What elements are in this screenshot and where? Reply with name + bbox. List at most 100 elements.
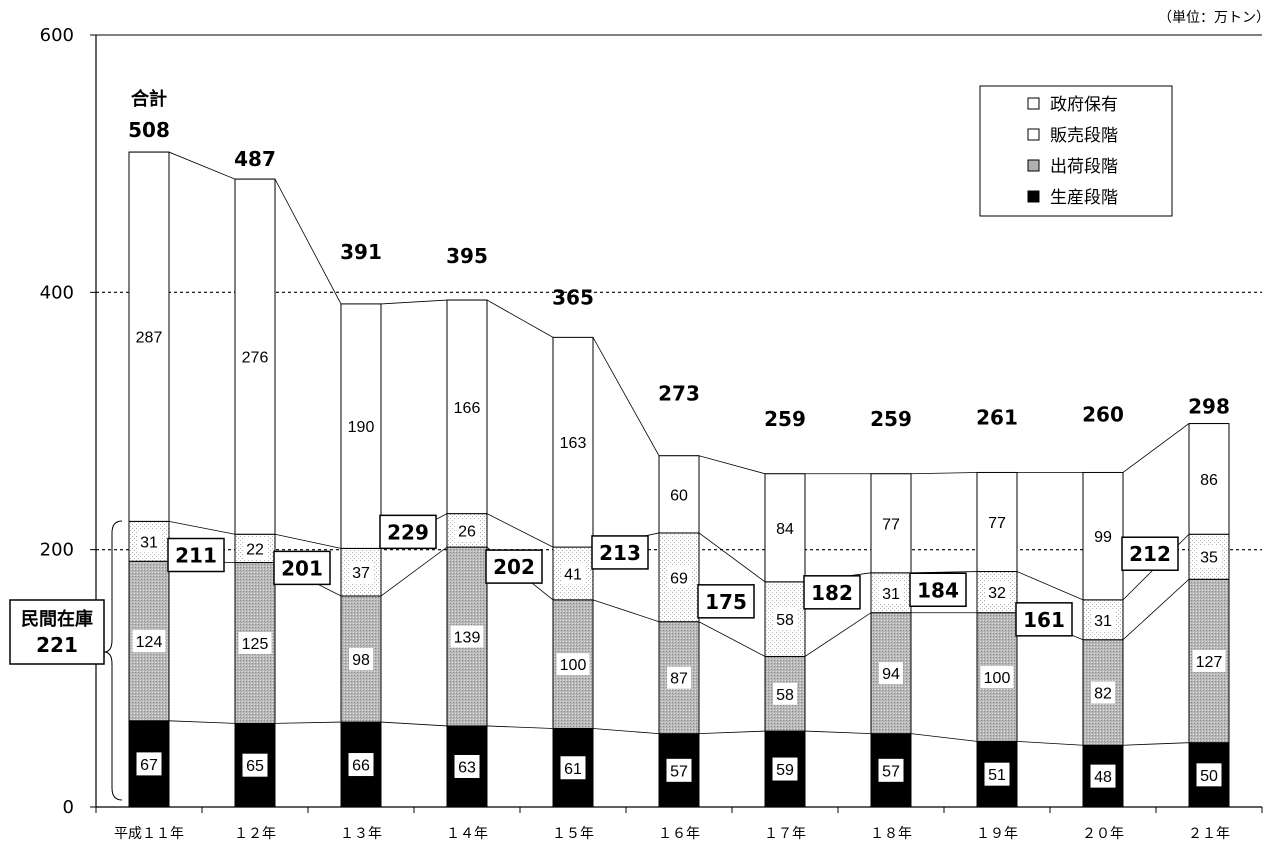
x-tick-label-7: １８年	[870, 826, 912, 842]
segment-label-bg-production-7	[878, 758, 904, 782]
segment-label-sales-0: 31	[140, 534, 158, 551]
segment-label-bg-shipping-7	[879, 662, 903, 685]
total-label-8: 261	[976, 405, 1018, 429]
private-inventory-label-4: 202	[493, 555, 535, 579]
unit-label: （単位：万トン）	[1158, 10, 1270, 26]
private-inventory-box-2	[273, 550, 331, 586]
total-label-7: 259	[870, 407, 912, 431]
private-inventory-label-9: 161	[1023, 608, 1065, 632]
y-tick-label-600: 600	[40, 25, 74, 46]
private-inventory-box-8	[909, 572, 967, 608]
segment-label-bg-production-4	[560, 756, 586, 780]
segment-label-bg-sales-3	[455, 519, 479, 542]
segment-label-bg-shipping-5	[667, 666, 691, 689]
total-caption: 合計	[131, 88, 167, 110]
private-inventory-label-1: 211	[175, 544, 217, 568]
segment-label-production-4: 61	[564, 761, 582, 778]
segment-label-bg-government-5	[667, 483, 691, 506]
legend-box	[979, 85, 1173, 217]
segment-label-bg-government-10	[1197, 467, 1221, 490]
segment-label-bg-production-3	[454, 754, 480, 778]
segment-label-government-9: 99	[1094, 529, 1112, 546]
segment-label-sales-5: 69	[670, 570, 688, 587]
private-inventory-box-3	[379, 514, 437, 550]
segment-label-sales-8: 32	[988, 585, 1006, 602]
segment-label-production-0: 67	[140, 757, 158, 774]
segment-label-production-7: 57	[882, 763, 900, 780]
segment-label-sales-9: 31	[1094, 613, 1112, 630]
segment-label-bg-government-0	[132, 325, 166, 348]
x-tick-label-1: １２年	[234, 826, 276, 842]
segment-label-sales-7: 31	[882, 586, 900, 603]
y-tick-label-0: 0	[63, 797, 74, 818]
segment-label-bg-sales-0	[137, 530, 161, 553]
bars	[128, 151, 1230, 808]
segment-label-production-2: 66	[352, 758, 370, 775]
total-label-6: 259	[764, 407, 806, 431]
segment-label-shipping-8: 100	[984, 670, 1011, 687]
private-inventory-label-5: 213	[599, 541, 641, 565]
legend-label-government: 政府保有	[1050, 95, 1118, 115]
private-inventory-label-7: 182	[811, 581, 853, 605]
total-label-9: 260	[1082, 402, 1124, 426]
segment-label-bg-government-2	[344, 415, 378, 438]
total-label-0: 508	[128, 118, 170, 142]
segment-label-government-5: 60	[670, 487, 688, 504]
x-tick-label-3: １４年	[446, 826, 488, 842]
segment-label-shipping-6: 58	[776, 687, 794, 704]
x-tick-label-10: ２１年	[1188, 826, 1230, 842]
private-inventory-box-5	[591, 535, 649, 570]
segment-label-bg-production-10	[1196, 763, 1222, 787]
segment-label-bg-government-1	[238, 345, 272, 368]
x-tick-label-2: １３年	[340, 826, 382, 842]
segment-label-bg-shipping-2	[349, 648, 373, 671]
segment-label-shipping-1: 125	[242, 636, 269, 653]
private-inventory-callout: 民間在庫 221	[9, 520, 123, 801]
total-label-2: 391	[340, 240, 382, 264]
segment-label-production-8: 51	[988, 767, 1006, 784]
segment-label-sales-3: 26	[458, 523, 476, 540]
segment-label-bg-production-1	[242, 753, 268, 777]
total-label-4: 365	[552, 285, 594, 309]
segment-label-bg-government-6	[773, 516, 797, 539]
private-inventory-box-1	[167, 537, 225, 573]
segment-label-bg-shipping-6	[773, 682, 797, 705]
segment-label-bg-government-4	[556, 431, 590, 454]
private-inventory-box	[9, 599, 105, 665]
legend-swatch-shipping	[1027, 159, 1040, 172]
segment-label-shipping-9: 82	[1094, 685, 1112, 702]
x-axis: 平成１１年 １２年 １３年 １４年 １５年 １６年 １７年 １８年 １９年 ２０年 ２１年	[95, 806, 1263, 842]
y-tick-label-200: 200	[40, 540, 74, 561]
y-axis: 0 200 400 600	[40, 25, 97, 818]
segment-label-government-4: 163	[560, 435, 587, 452]
legend-label-sales: 販売段階	[1050, 126, 1118, 146]
total-label-3: 395	[446, 244, 488, 268]
segment-label-sales-4: 41	[564, 566, 582, 583]
segment-label-bg-sales-7	[879, 581, 903, 604]
x-tick-label-9: ２０年	[1082, 826, 1124, 842]
private-inventory-box-6	[697, 584, 755, 619]
legend-swatch-government	[1027, 97, 1040, 110]
segment-label-sales-1: 22	[246, 541, 264, 558]
private-inventory-label-3: 229	[387, 520, 429, 544]
total-labels: 508 487 391 395 365 273 259 259 261 260 298	[128, 118, 1230, 431]
total-label-1: 487	[234, 147, 276, 171]
segment-label-bg-shipping-4	[556, 653, 590, 676]
x-tick-label-0: 平成１１年	[114, 826, 184, 842]
segment-label-bg-production-5	[666, 758, 692, 782]
segment-label-government-2: 190	[348, 419, 375, 436]
segment-label-bg-shipping-9	[1091, 681, 1115, 704]
segment-label-bg-sales-1	[243, 537, 267, 560]
segment-label-bg-shipping-10	[1192, 649, 1226, 672]
segment-label-shipping-3: 139	[454, 630, 481, 647]
segment-label-bg-production-2	[348, 753, 374, 777]
private-inventory-label-6: 175	[705, 590, 747, 614]
segment-label-bg-production-0	[136, 752, 162, 776]
legend-label-shipping: 出荷段階	[1050, 157, 1118, 177]
segment-label-bg-production-8	[984, 762, 1010, 786]
private-inventory-box-10	[1121, 536, 1179, 571]
segment-label-production-9: 48	[1094, 769, 1112, 786]
private-inventory-value: 221	[36, 633, 78, 657]
segment-label-bg-sales-4	[561, 562, 585, 585]
segment-label-production-3: 63	[458, 759, 476, 776]
